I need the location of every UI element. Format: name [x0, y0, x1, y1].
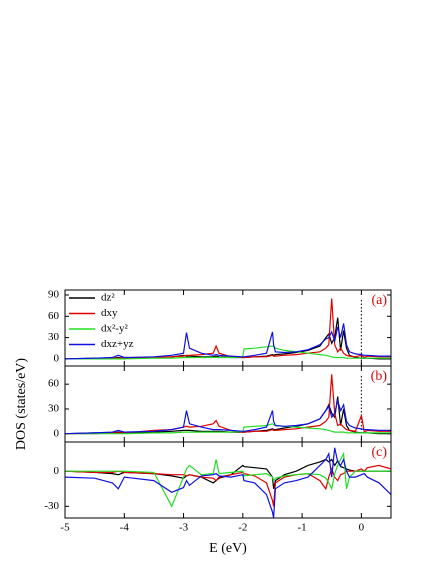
y-tick-label: 0 [54, 427, 60, 439]
y-tick-label: 30 [48, 331, 60, 343]
x-tick-label: -2 [238, 522, 247, 534]
legend-label: dxz+yz [101, 338, 134, 350]
series-line [65, 423, 391, 435]
y-tick-label: 60 [48, 378, 60, 390]
x-tick-label: -1 [298, 522, 307, 534]
legend-label: dxy [101, 307, 118, 319]
series-line [65, 458, 391, 489]
panel-label: (b) [371, 369, 388, 384]
series-line [65, 451, 391, 508]
y-tick-label: 30 [48, 402, 60, 414]
y-tick-label: 0 [54, 352, 60, 364]
x-tick-label: 0 [359, 522, 365, 534]
series-line [65, 464, 391, 507]
legend-label: dx²-y² [101, 323, 128, 335]
series-line [65, 323, 391, 360]
series-line [65, 374, 391, 435]
x-tick-label: -5 [60, 522, 70, 534]
series-line [65, 447, 391, 518]
series-line [65, 298, 391, 360]
panel-frame [64, 441, 392, 519]
x-axis-label: E (eV) [209, 541, 247, 556]
series-line [65, 398, 391, 435]
x-tick-label: -3 [179, 522, 189, 534]
y-tick-label: -30 [44, 500, 59, 512]
y-tick-label: 60 [48, 310, 60, 322]
y-tick-label: 0 [54, 465, 60, 477]
legend-label: dz² [101, 292, 115, 304]
x-tick-label: -4 [120, 522, 130, 534]
series-line [65, 396, 391, 435]
y-axis-label: DOS (states/eV) [14, 358, 29, 450]
panel-label: (c) [371, 445, 387, 460]
panel-label: (a) [371, 293, 387, 308]
y-tick-label: 90 [48, 289, 60, 301]
